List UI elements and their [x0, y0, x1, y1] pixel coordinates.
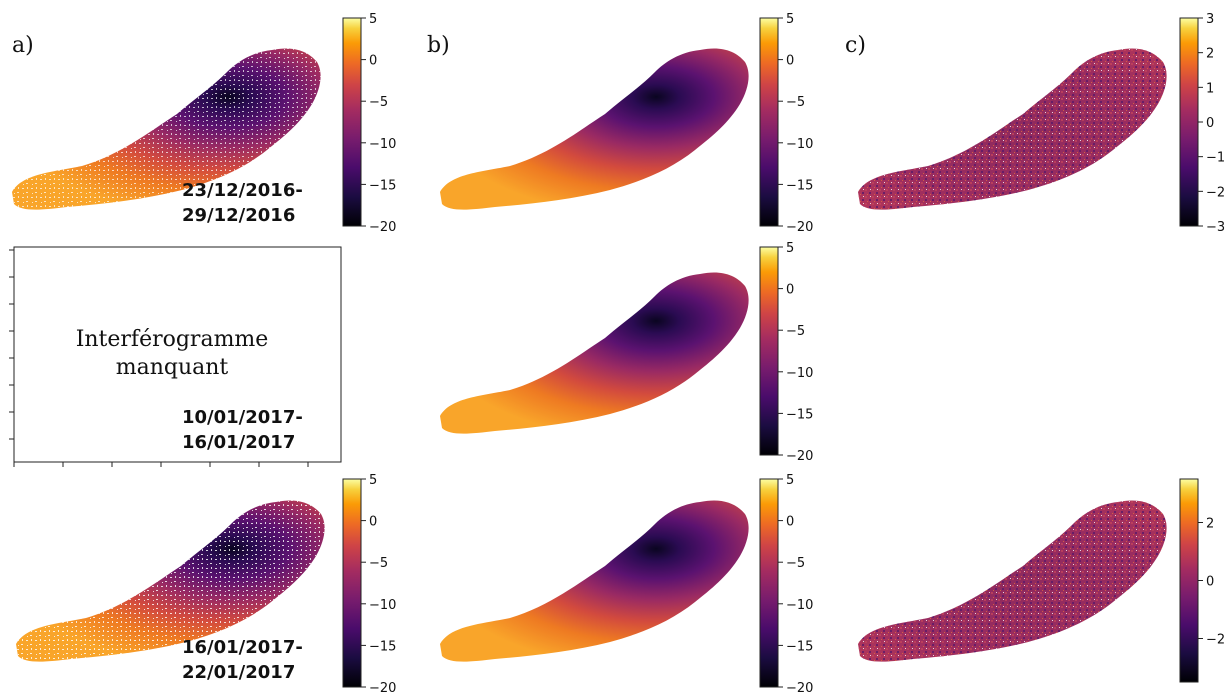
colorbar-b3-tick-label: 5 — [786, 473, 794, 488]
colorbar-c3-tick-label: 2 — [1206, 517, 1214, 532]
colorbar-b2-tick-label: −15 — [786, 407, 813, 422]
colorbar-c1-tick-label: 3 — [1206, 12, 1214, 27]
colorbar-c3-tick-label: −2 — [1206, 633, 1225, 648]
colorbar-b3-tick-label: −10 — [786, 598, 813, 613]
colorbar-a1: 5 0 −5 −10 −15 −20 — [342, 12, 396, 235]
colorbar-a1-tick-label: −20 — [369, 220, 396, 235]
colorbar-c1: 3 2 1 0 −1 −2 −3 — [1179, 12, 1225, 235]
colorbar-b3-tick-label: −5 — [786, 556, 805, 571]
map-b3 — [440, 500, 749, 662]
date-label-a3-end: 22/01/2017 — [182, 662, 295, 683]
colorbar-c1-tick-label: 1 — [1206, 81, 1214, 96]
colorbar-b1: 5 0 −5 −10 −15 −20 — [759, 12, 813, 235]
missing-text-line1: Interférogramme — [76, 327, 269, 352]
map-b1 — [440, 48, 749, 210]
colorbar-b1-tick-label: −20 — [786, 220, 813, 235]
colorbar-a1-tick-label: −5 — [369, 95, 388, 110]
colorbar-a3-tick-label: 5 — [369, 473, 377, 488]
colorbar-b1-tick-label: −10 — [786, 137, 813, 152]
missing-interferogram-panel: Interférogramme manquant 10/01/2017- 16/… — [9, 246, 342, 467]
colorbar-c1-tick-label: −2 — [1206, 185, 1225, 200]
missing-text-line2: manquant — [116, 355, 229, 380]
colorbar-a1-tick-label: −15 — [369, 178, 396, 193]
colorbar-a3-tick-label: 0 — [369, 515, 377, 530]
colorbar-b1-tick-label: −5 — [786, 95, 805, 110]
colorbar-b3-tick-label: −15 — [786, 639, 813, 654]
map-b2 — [440, 272, 749, 434]
date-label-a1-end: 29/12/2016 — [182, 205, 295, 226]
colorbar-a1-tick-label: 0 — [369, 54, 377, 69]
date-label-a2-start: 10/01/2017- — [182, 407, 303, 428]
panel-label-c: c) — [845, 33, 866, 58]
colorbar-b2: 5 0 −5 −10 −15 −20 — [759, 241, 813, 464]
colorbar-b2-tick-label: −5 — [786, 324, 805, 339]
colorbar-c1-tick-label: −3 — [1206, 220, 1225, 235]
colorbar-c3: 2 0 −2 — [1179, 478, 1225, 683]
colorbar-b3-tick-label: −20 — [786, 681, 813, 692]
colorbar-a1-tick-label: 5 — [369, 12, 377, 27]
colorbar-b3: 5 0 −5 −10 −15 −20 — [759, 473, 813, 692]
date-label-a3-start: 16/01/2017- — [182, 637, 303, 658]
colorbar-c1-tick-label: −1 — [1206, 151, 1225, 166]
colorbar-a3-tick-label: −5 — [369, 556, 388, 571]
colorbar-a3-tick-label: −10 — [369, 598, 396, 613]
colorbar-c1-tick-label: 0 — [1206, 116, 1214, 131]
date-label-a1-start: 23/12/2016- — [182, 180, 303, 201]
colorbar-a3-tick-label: −15 — [369, 639, 396, 654]
colorbar-b2-tick-label: 5 — [786, 241, 794, 256]
date-label-a2-end: 16/01/2017 — [182, 432, 295, 453]
colorbar-b1-tick-label: 0 — [786, 54, 794, 69]
colorbar-b1-tick-label: 5 — [786, 12, 794, 27]
panel-label-a: a) — [12, 33, 34, 58]
colorbar-a3-tick-label: −20 — [369, 681, 396, 692]
colorbar-b2-tick-label: −20 — [786, 449, 813, 464]
colorbar-a1-tick-label: −10 — [369, 137, 396, 152]
colorbar-b1-tick-label: −15 — [786, 178, 813, 193]
map-c3 — [858, 500, 1167, 662]
map-c1 — [858, 48, 1167, 210]
colorbar-a3: 5 0 −5 −10 −15 −20 — [342, 473, 396, 692]
colorbar-c3-tick-label: 0 — [1206, 575, 1214, 590]
colorbar-b2-tick-label: 0 — [786, 283, 794, 298]
colorbar-b2-tick-label: −10 — [786, 366, 813, 381]
colorbar-c1-tick-label: 2 — [1206, 47, 1214, 62]
colorbar-b3-tick-label: 0 — [786, 515, 794, 530]
panel-label-b: b) — [427, 33, 450, 58]
